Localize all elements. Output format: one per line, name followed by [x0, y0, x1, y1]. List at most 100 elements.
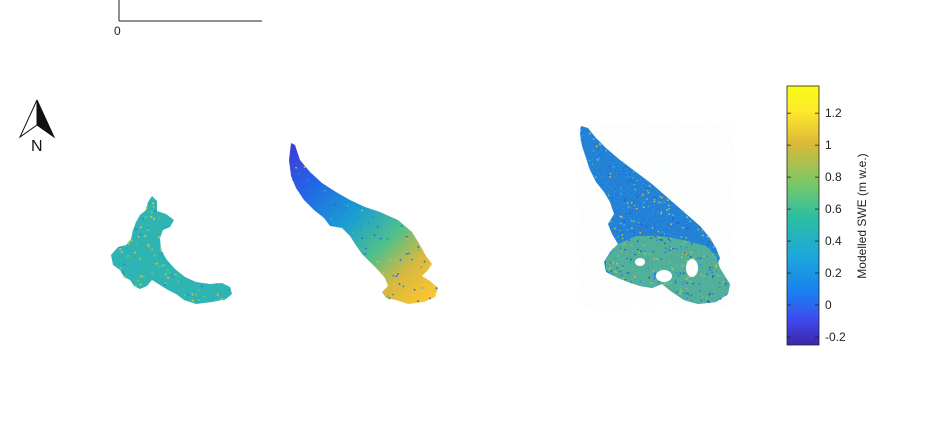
speckle-dot	[648, 185, 651, 188]
speckle-dot	[405, 237, 408, 240]
speckle-dot	[164, 282, 167, 285]
speckle-dot	[122, 269, 125, 272]
speckle-dot	[173, 275, 176, 278]
speckle-dot	[686, 227, 689, 230]
speckle-dot	[712, 275, 715, 277]
speckle-dot	[710, 239, 713, 242]
speckle-dot	[633, 220, 635, 223]
speckle-dot	[382, 272, 384, 274]
speckle-dot	[669, 282, 672, 284]
speckle-dot	[706, 255, 709, 258]
speckle-dot	[147, 243, 150, 246]
speckle-dot	[619, 229, 621, 232]
glacier-3-holes	[635, 258, 698, 282]
speckle-dot	[690, 294, 693, 297]
speckle-dot	[151, 248, 154, 251]
speckle-dot	[620, 187, 623, 190]
speckle-dot	[144, 216, 147, 219]
speckle-dot	[120, 250, 123, 253]
speckle-dot	[718, 286, 721, 289]
speckle-dot	[690, 242, 693, 245]
speckle-dot	[653, 200, 656, 203]
speckle-dot	[582, 139, 584, 142]
speckle-dot	[677, 222, 680, 224]
speckle-dot	[158, 216, 161, 220]
speckle-dot	[663, 233, 666, 235]
speckle-dot	[614, 227, 616, 230]
speckle-dot	[587, 134, 590, 137]
speckle-dot	[346, 204, 349, 207]
speckle-dot	[592, 149, 595, 152]
speckle-dot	[619, 222, 622, 225]
speckle-dot	[712, 253, 714, 256]
speckle-dot	[647, 191, 650, 194]
speckle-dot	[680, 215, 683, 217]
speckle-dot	[119, 267, 122, 270]
speckle-dot	[610, 220, 612, 223]
speckle-dot	[332, 214, 334, 217]
speckle-dot	[672, 247, 675, 250]
glacier-2-shape	[289, 143, 438, 304]
speckle-dot	[633, 231, 636, 234]
speckle-dot	[191, 299, 194, 302]
speckle-dot	[660, 213, 663, 215]
speckle-dot	[625, 165, 627, 167]
speckle-dot	[647, 205, 650, 208]
speckle-dot	[611, 158, 614, 161]
glacier-2	[289, 143, 438, 304]
speckle-dot	[634, 253, 636, 256]
speckle-dot	[701, 296, 704, 298]
glacier-3	[578, 124, 734, 306]
speckle-dot	[376, 261, 379, 263]
colorbar-ticks: -0.2 0 0.2 0.4 0.6 0.8 1 1.2	[787, 106, 846, 344]
speckle-dot	[421, 287, 424, 289]
speckle-dot	[685, 278, 688, 281]
speckle-dot	[687, 276, 689, 279]
speckle-dot	[628, 206, 630, 208]
speckle-dot	[662, 199, 665, 202]
speckle-dot	[621, 267, 624, 269]
speckle-dot	[645, 225, 648, 227]
colorbar-tick-label: 1.2	[825, 106, 842, 120]
speckle-dot	[685, 237, 688, 239]
colorbar: -0.2 0 0.2 0.4 0.6 0.8 1 1.2 Modelled SWE (m w.…	[786, 85, 869, 346]
speckle-dot	[139, 226, 142, 229]
speckle-dot	[649, 262, 652, 265]
speckle-dot	[650, 232, 653, 234]
speckle-dot	[151, 272, 154, 275]
speckle-dot	[682, 253, 684, 255]
speckle-dot	[700, 299, 702, 302]
speckle-dot	[718, 282, 721, 284]
speckle-dot	[611, 261, 614, 264]
speckle-dot	[674, 244, 677, 247]
speckle-dot	[692, 282, 694, 285]
speckle-dot	[163, 283, 167, 286]
speckle-dot	[408, 252, 410, 255]
speckle-dot	[134, 251, 137, 254]
speckle-dot	[160, 264, 163, 267]
speckle-dot	[150, 211, 153, 214]
speckle-dot	[630, 244, 633, 247]
speckle-dot	[635, 201, 638, 204]
glacier-1-shape	[111, 196, 232, 304]
speckle-dot	[198, 297, 201, 300]
speckle-dot	[673, 209, 675, 212]
speckle-dot	[636, 179, 638, 182]
speckle-dot	[620, 231, 622, 234]
speckle-dot	[620, 250, 623, 252]
speckle-dot	[653, 258, 655, 260]
speckle-dot	[405, 253, 408, 255]
speckle-dot	[653, 274, 656, 276]
speckle-dot	[681, 256, 683, 259]
speckle-dot	[637, 221, 640, 224]
speckle-dot	[157, 236, 161, 239]
speckle-dot	[129, 240, 132, 243]
speckle-dot	[675, 271, 678, 274]
speckle-dot	[709, 258, 712, 261]
speckle-dot	[677, 291, 679, 293]
speckle-dot	[667, 248, 669, 251]
speckle-dot	[673, 240, 676, 242]
speckle-dot	[174, 273, 177, 276]
speckle-dot	[668, 261, 671, 264]
speckle-dot	[684, 252, 686, 255]
